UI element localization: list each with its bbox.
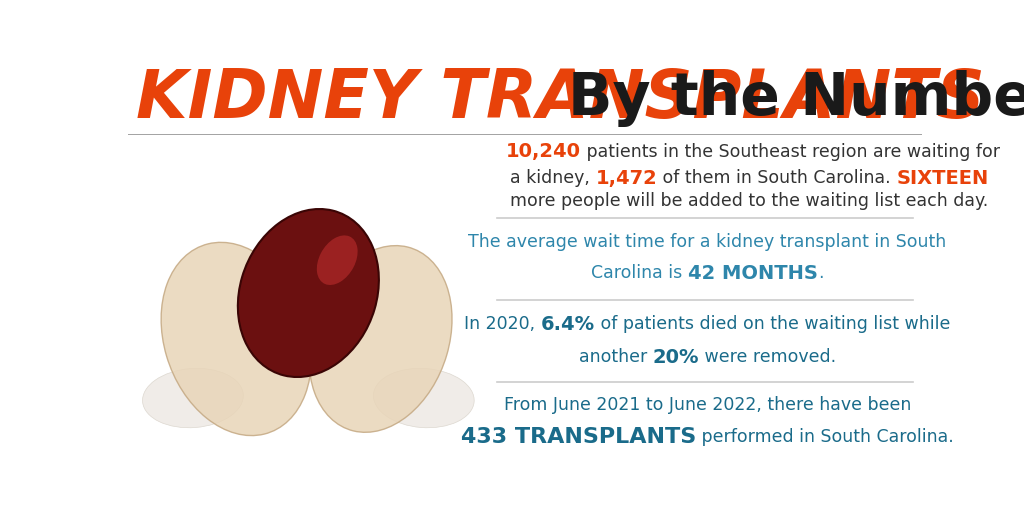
Text: In 2020,: In 2020, [464, 315, 541, 333]
Ellipse shape [374, 368, 474, 428]
Ellipse shape [316, 235, 357, 285]
Ellipse shape [161, 242, 311, 436]
Text: From June 2021 to June 2022, there have been: From June 2021 to June 2022, there have … [504, 395, 911, 414]
Text: SIXTEEN: SIXTEEN [897, 169, 989, 188]
Text: The average wait time for a kidney transplant in South: The average wait time for a kidney trans… [468, 233, 946, 251]
Text: .: . [818, 264, 823, 282]
Text: 433 TRANSPLANTS: 433 TRANSPLANTS [461, 427, 696, 448]
Ellipse shape [142, 368, 244, 428]
Text: 1,472: 1,472 [596, 169, 657, 188]
Text: 👐: 👐 [266, 226, 350, 361]
Text: of patients died on the waiting list while: of patients died on the waiting list whi… [595, 315, 950, 333]
Text: a kidney,: a kidney, [510, 169, 596, 187]
Text: KIDNEY TRANSPLANTS: KIDNEY TRANSPLANTS [136, 66, 1008, 132]
Text: 20%: 20% [652, 348, 699, 366]
Text: patients in the Southeast region are waiting for: patients in the Southeast region are wai… [581, 143, 1000, 161]
Ellipse shape [309, 245, 452, 432]
Text: were removed.: were removed. [699, 348, 836, 366]
Text: 6.4%: 6.4% [541, 315, 595, 333]
Text: more people will be added to the waiting list each day.: more people will be added to the waiting… [510, 192, 988, 210]
Text: Carolina is: Carolina is [591, 264, 688, 282]
Ellipse shape [238, 209, 379, 377]
Text: of them in South Carolina.: of them in South Carolina. [657, 169, 897, 187]
Text: By the Numbers: By the Numbers [568, 70, 1024, 128]
Text: performed in South Carolina.: performed in South Carolina. [696, 428, 953, 446]
Text: 10,240: 10,240 [506, 142, 581, 162]
Text: another: another [579, 348, 652, 366]
Text: 42 MONTHS: 42 MONTHS [688, 264, 818, 283]
